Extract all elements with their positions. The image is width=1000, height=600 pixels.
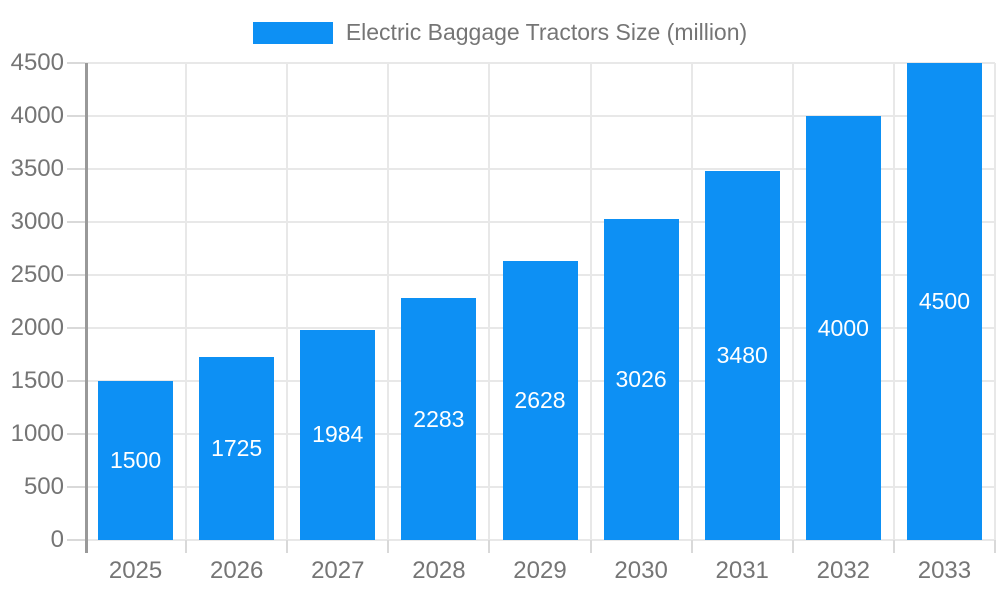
y-tick-label: 4500: [10, 49, 64, 76]
gridline-vertical: [994, 63, 996, 540]
y-axis-tick: [67, 168, 85, 170]
bar[interactable]: 3480: [704, 171, 780, 540]
gridline-vertical: [892, 63, 895, 540]
gridline-vertical: [589, 63, 592, 540]
chart-legend[interactable]: Electric Baggage Tractors Size (million): [0, 19, 1000, 46]
x-axis-tick: [892, 540, 895, 553]
bar[interactable]: 2628: [502, 261, 578, 540]
y-axis-tick: [67, 380, 85, 382]
bar-value-label: 1500: [109, 447, 162, 473]
y-tick-label: 3000: [10, 208, 64, 235]
gridline-horizontal: [85, 62, 995, 64]
gridline-horizontal: [85, 115, 995, 117]
bar[interactable]: 1725: [199, 357, 275, 540]
y-tick-label: 0: [50, 526, 64, 553]
y-tick-label: 500: [23, 473, 64, 500]
y-axis-tick: [67, 274, 85, 276]
x-tick-label: 2027: [311, 557, 365, 584]
gridline-vertical: [488, 63, 491, 540]
x-tick-label: 2033: [917, 557, 972, 584]
gridline-horizontal: [85, 221, 995, 223]
y-tick-label: 2000: [10, 314, 64, 341]
y-axis-line: [85, 63, 88, 553]
x-tick-label: 2025: [108, 557, 163, 584]
x-axis-tick: [791, 540, 794, 553]
x-axis-tick: [286, 540, 289, 553]
x-axis-tick: [589, 540, 592, 553]
y-axis-tick: [67, 539, 85, 541]
gridline-vertical: [791, 63, 794, 540]
x-axis-tick: [387, 540, 390, 553]
y-axis-tick: [67, 486, 85, 488]
y-axis-tick: [67, 327, 85, 329]
legend-label: Electric Baggage Tractors Size (million): [345, 19, 748, 45]
bar-value-label: 1984: [312, 421, 364, 448]
gridline-vertical: [185, 63, 188, 540]
bar[interactable]: 4000: [805, 116, 881, 540]
bar[interactable]: 3026: [603, 219, 679, 540]
x-tick-label: 2028: [412, 557, 466, 584]
gridline-vertical: [690, 63, 693, 540]
bar-value-label: 2283: [413, 405, 465, 432]
bar-value-label: 3026: [615, 366, 667, 393]
bar[interactable]: 4500: [906, 63, 982, 540]
x-tick-label: 2032: [816, 557, 871, 584]
x-axis-tick: [994, 540, 996, 553]
y-tick-label: 1000: [10, 420, 64, 447]
y-axis-tick: [67, 115, 85, 117]
x-tick-label: 2030: [614, 557, 668, 584]
x-axis-tick: [690, 540, 693, 553]
x-axis-tick: [488, 540, 491, 553]
bar-value-label: 4500: [918, 288, 971, 314]
gridline-horizontal: [85, 168, 995, 170]
legend-swatch: [252, 21, 333, 44]
gridline-vertical: [387, 63, 390, 540]
y-axis-tick: [67, 62, 85, 64]
bar-value-label: 1725: [211, 435, 263, 462]
bar[interactable]: 1984: [300, 329, 376, 540]
gridline-horizontal: [85, 539, 995, 541]
bar-value-label: 2628: [514, 387, 566, 414]
x-tick-label: 2031: [715, 557, 769, 584]
bar-value-label: 3480: [716, 342, 768, 369]
plot-area: 0 500 1000 1500 2000 2500 3000 3500 4000 4500 1500…: [11, 49, 996, 584]
x-tick-label: 2026: [209, 557, 264, 584]
y-tick-label: 4000: [10, 102, 64, 129]
y-tick-label: 2500: [10, 261, 64, 288]
y-tick-label: 1500: [10, 367, 64, 394]
y-axis-tick: [67, 221, 85, 223]
x-axis-tick: [185, 540, 188, 553]
bar[interactable]: 1500: [98, 381, 174, 540]
y-tick-label: 3500: [10, 155, 64, 182]
x-tick-label: 2029: [513, 557, 567, 584]
gridline-vertical: [286, 63, 289, 540]
bar[interactable]: 2283: [401, 298, 477, 540]
y-axis-tick: [67, 433, 85, 435]
bar-value-label: 4000: [817, 314, 869, 341]
